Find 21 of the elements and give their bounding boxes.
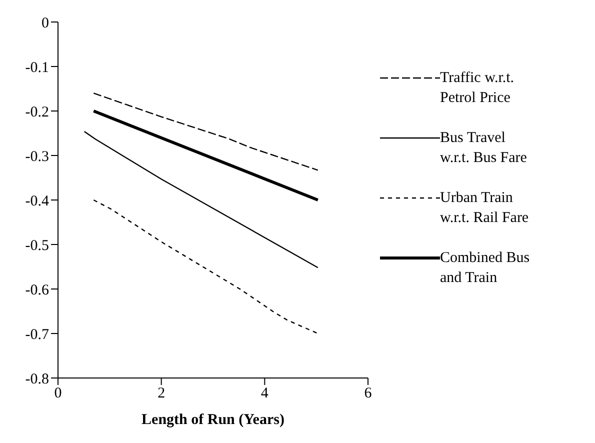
line-series [84,130,318,268]
y-tick-label: -0.4 [25,193,50,210]
legend-label: Traffic w.r.t. Petrol Price [440,69,516,108]
x-tick-label: 4 [260,386,269,402]
y-tick-label: -0.1 [25,60,49,76]
legend-label: Bus Travel w.r.t. Bus Fare [440,129,528,168]
x-axis-title: Length of Run (Years) [142,412,284,428]
x-tick-label: 2 [158,386,166,402]
y-tick-label: -0.5 [25,238,49,254]
x-tick-label: 0 [54,386,62,402]
line-series [93,92,318,171]
line-series [93,199,318,334]
y-tick-label: -0.6 [25,282,50,298]
y-tick-label: -0.2 [25,104,49,120]
legend-label: Urban Train w.r.t. Rail Fare [440,189,530,228]
legend-label: Combined Bus and Train [440,249,531,288]
x-tick-label: 6 [364,386,372,402]
y-tick-label: 0 [42,15,49,32]
y-tick-label: -0.3 [25,148,49,165]
y-tick-label: -0.8 [25,371,49,388]
y-tick-label: -0.7 [25,326,50,343]
